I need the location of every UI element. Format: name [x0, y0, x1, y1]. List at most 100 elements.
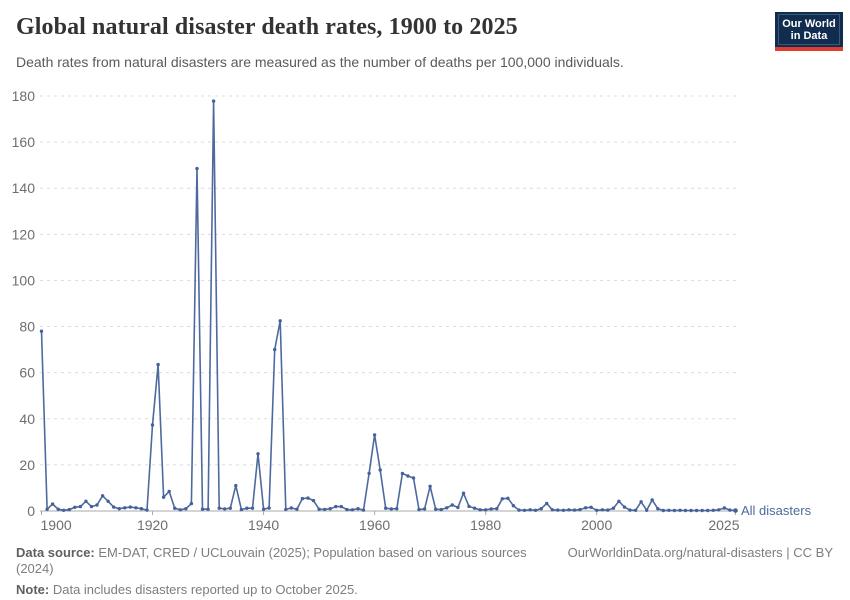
data-point — [261, 507, 266, 511]
footer: Data source: EM-DAT, CRED / UCLouvain (2… — [16, 545, 833, 598]
footer-note-row: Note: Data includes disasters reported u… — [16, 582, 833, 598]
data-point — [150, 423, 155, 427]
data-point — [445, 506, 449, 510]
data-point — [689, 508, 693, 513]
data-point — [539, 507, 543, 511]
data-point — [561, 508, 566, 512]
y-axis-labels: 0 20 40 60 80 100 120 140 160 180 — [12, 88, 36, 519]
data-point — [112, 505, 116, 509]
data-point — [84, 499, 88, 503]
data-point — [450, 503, 454, 507]
data-point — [706, 508, 710, 513]
data-point — [617, 499, 621, 503]
y-tick-label: 40 — [19, 411, 35, 427]
data-point — [300, 496, 305, 501]
data-point — [289, 506, 293, 510]
data-point — [472, 506, 477, 510]
data-point — [295, 507, 299, 511]
y-tick-label: 20 — [19, 457, 35, 473]
data-point — [389, 507, 393, 511]
data-point — [400, 471, 405, 476]
note-value: Data includes disasters reported up to O… — [52, 582, 358, 597]
owid-logo-box: Our World in Data — [775, 12, 843, 47]
owid-logo-line1: Our World — [782, 17, 836, 30]
data-point — [39, 329, 44, 333]
y-tick-label: 120 — [12, 226, 36, 242]
data-point — [650, 498, 654, 502]
data-point — [367, 471, 371, 476]
data-point — [123, 506, 127, 510]
data-point — [173, 506, 177, 510]
data-point — [361, 508, 366, 512]
data-point — [428, 484, 432, 488]
data-point — [134, 506, 138, 510]
data-point — [622, 505, 627, 509]
data-point — [328, 507, 332, 511]
data-point — [639, 500, 643, 504]
data-point — [117, 507, 121, 511]
data-point — [511, 504, 516, 508]
y-tick-label: 140 — [12, 180, 36, 196]
data-point — [395, 507, 399, 511]
data-point — [350, 508, 355, 512]
data-point — [50, 502, 55, 506]
data-point — [578, 507, 582, 512]
data-point — [67, 507, 72, 512]
data-point — [128, 505, 132, 509]
data-point — [572, 508, 577, 512]
data-point — [100, 494, 105, 498]
data-point — [56, 507, 60, 511]
page-title: Global natural disaster death rates, 190… — [16, 14, 518, 40]
data-point — [728, 508, 732, 512]
x-tick-label: 1900 — [41, 517, 72, 533]
data-point — [234, 483, 238, 488]
data-point — [334, 504, 338, 509]
data-point — [223, 507, 227, 511]
owid-logo-line2: in Data — [790, 29, 828, 42]
data-point — [589, 505, 593, 509]
data-point — [434, 507, 438, 511]
data-point — [528, 508, 532, 512]
y-tick-label: 80 — [19, 319, 35, 335]
owid-logo[interactable]: Our World in Data — [775, 12, 843, 51]
data-point — [417, 507, 421, 512]
data-point — [95, 503, 99, 507]
x-tick-label: 2000 — [581, 517, 612, 533]
data-point — [73, 505, 77, 509]
data-point — [384, 506, 388, 510]
x-tick-label: 1920 — [137, 517, 168, 533]
data-point — [550, 508, 554, 512]
line-chart[interactable]: 0 20 40 60 80 100 120 140 160 180 1900 1920 1940 1960… — [0, 85, 850, 545]
data-point — [156, 362, 160, 367]
data-point — [306, 496, 310, 500]
data-point — [556, 508, 560, 512]
data-point — [500, 497, 504, 501]
data-point — [406, 474, 410, 478]
x-tick-label: 1940 — [248, 517, 279, 533]
data-point — [317, 507, 321, 511]
data-point — [323, 507, 327, 512]
footer-source-row: Data source: EM-DAT, CRED / UCLouvain (2… — [16, 545, 833, 577]
data-point — [628, 508, 632, 512]
data-point — [206, 507, 210, 511]
y-tick-label: 180 — [12, 88, 36, 104]
data-point — [645, 508, 649, 512]
owid-logo-text: Our World in Data — [778, 14, 840, 45]
series-all-disasters[interactable] — [39, 99, 738, 513]
data-point — [439, 507, 443, 512]
data-point — [89, 504, 94, 509]
data-point — [217, 506, 221, 510]
data-point — [184, 507, 188, 511]
data-point — [345, 507, 349, 512]
data-point — [245, 506, 249, 510]
data-point — [678, 508, 682, 512]
chart-canvas[interactable]: 0 20 40 60 80 100 120 140 160 180 1900 1920 1940 1960… — [0, 85, 850, 545]
data-point — [178, 508, 182, 512]
data-point — [278, 319, 282, 323]
footer-link[interactable]: OurWorldinData.org/natural-disasters | C… — [567, 545, 833, 560]
data-point — [600, 508, 604, 512]
data-point — [411, 476, 416, 480]
data-point — [378, 468, 382, 472]
data-point — [167, 489, 171, 494]
logo-red-bar — [775, 47, 843, 51]
